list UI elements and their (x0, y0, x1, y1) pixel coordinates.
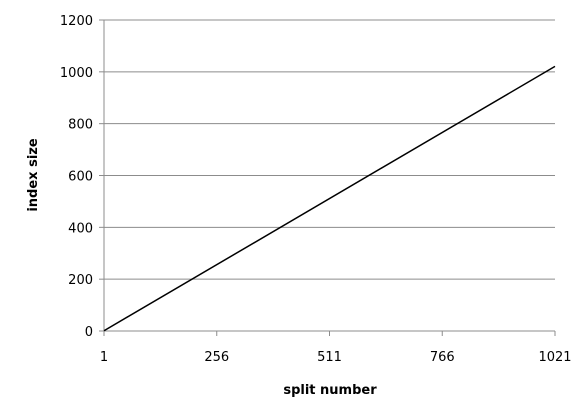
y-tick-label: 800 (68, 118, 93, 133)
y-tick-label: 0 (85, 325, 93, 340)
y-tick-label: 1000 (60, 66, 93, 81)
y-tick-label: 1200 (60, 14, 93, 29)
x-tick-label: 1021 (538, 350, 571, 365)
x-tick-label: 256 (204, 350, 229, 365)
x-axis-title: split number (283, 383, 377, 398)
y-tick-label: 400 (68, 221, 93, 236)
series-line (103, 65, 556, 332)
y-tick-label: 200 (68, 273, 93, 288)
y-tick-label: 600 (68, 170, 93, 185)
x-tick-label: 511 (317, 350, 342, 365)
y-axis-title: index size (26, 138, 41, 212)
x-tick-label: 1 (100, 350, 108, 365)
x-tick-label: 766 (430, 350, 455, 365)
